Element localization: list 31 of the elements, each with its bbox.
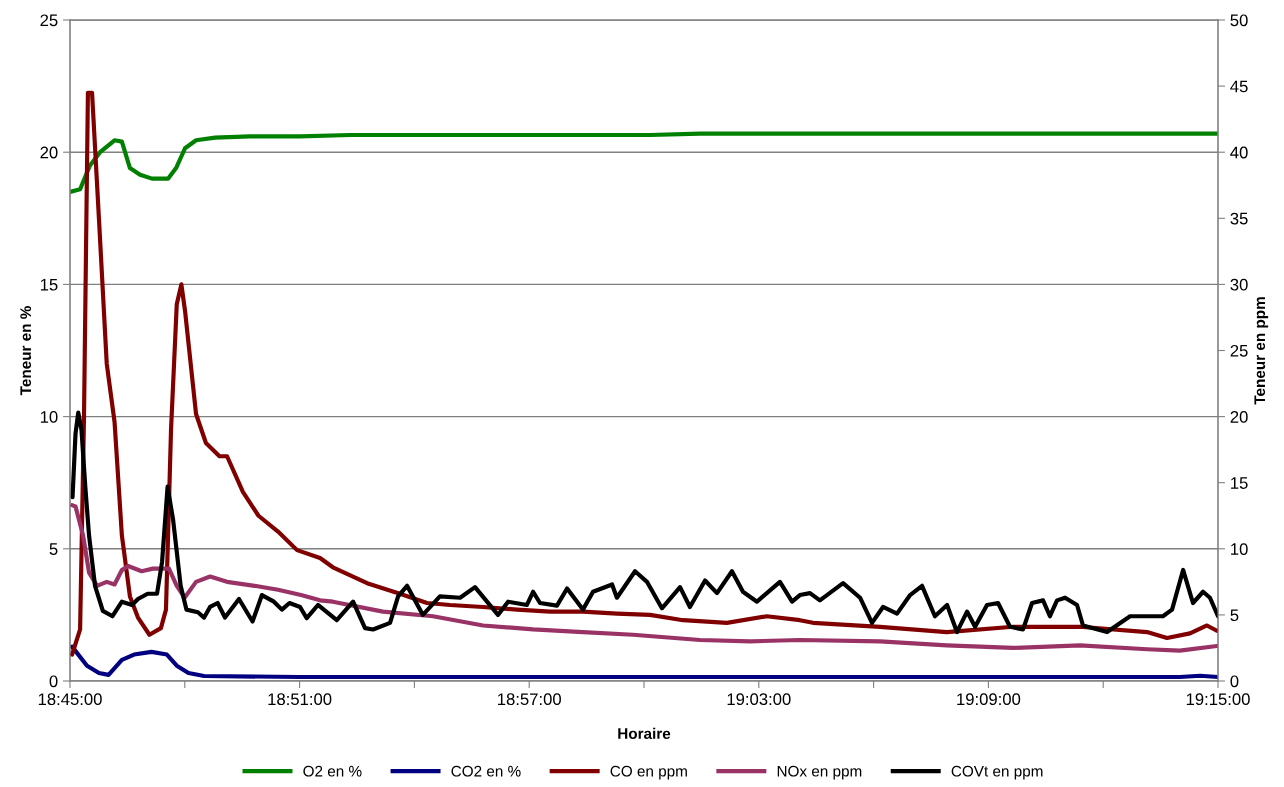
legend-label: CO2 en %: [451, 765, 521, 777]
x-tick-label: 18:51:00: [268, 693, 332, 706]
legend-label: NOx en ppm: [777, 765, 862, 780]
y2-axis-title: Teneur en ppm: [1254, 297, 1269, 405]
y2-tick-label: 40: [1230, 146, 1248, 159]
y2-tick-label: 10: [1231, 543, 1248, 555]
y2-tick-label: 20: [1230, 411, 1248, 423]
y2-tick-label: 35: [1230, 212, 1248, 225]
y2-tick-label: 15: [1231, 477, 1248, 489]
y-tick-label: 0: [49, 675, 58, 688]
x-axis-title: Horaire: [618, 727, 671, 740]
legend-label: O2 en %: [303, 765, 362, 777]
y2-tick-label: 45: [1230, 80, 1248, 93]
x-tick-label: 18:57:00: [498, 693, 561, 706]
y2-tick-label: 30: [1230, 278, 1248, 291]
x-tick-label: 19:03:00: [727, 693, 791, 706]
y-tick-label: 5: [49, 543, 58, 555]
y2-tick-label: 0: [1230, 675, 1239, 688]
legend-label: COVt en ppm: [951, 765, 1043, 780]
y-tick-label: 10: [40, 411, 58, 423]
y2-tick-label: 25: [1230, 344, 1248, 357]
y2-tick-label: 5: [1230, 609, 1239, 622]
x-tick-label: 19:09:00: [957, 693, 1021, 706]
x-tick-label: 18:45:00: [38, 693, 102, 706]
legend-label: CO en ppm: [610, 765, 687, 780]
x-tick-label: 19:15:00: [1186, 693, 1250, 706]
y-axis-title: Teneur en %: [20, 306, 32, 396]
y2-tick-label: 50: [1230, 14, 1248, 27]
y-tick-label: 20: [40, 146, 58, 159]
y-tick-label: 25: [40, 14, 58, 27]
y-tick-label: 15: [40, 278, 58, 291]
